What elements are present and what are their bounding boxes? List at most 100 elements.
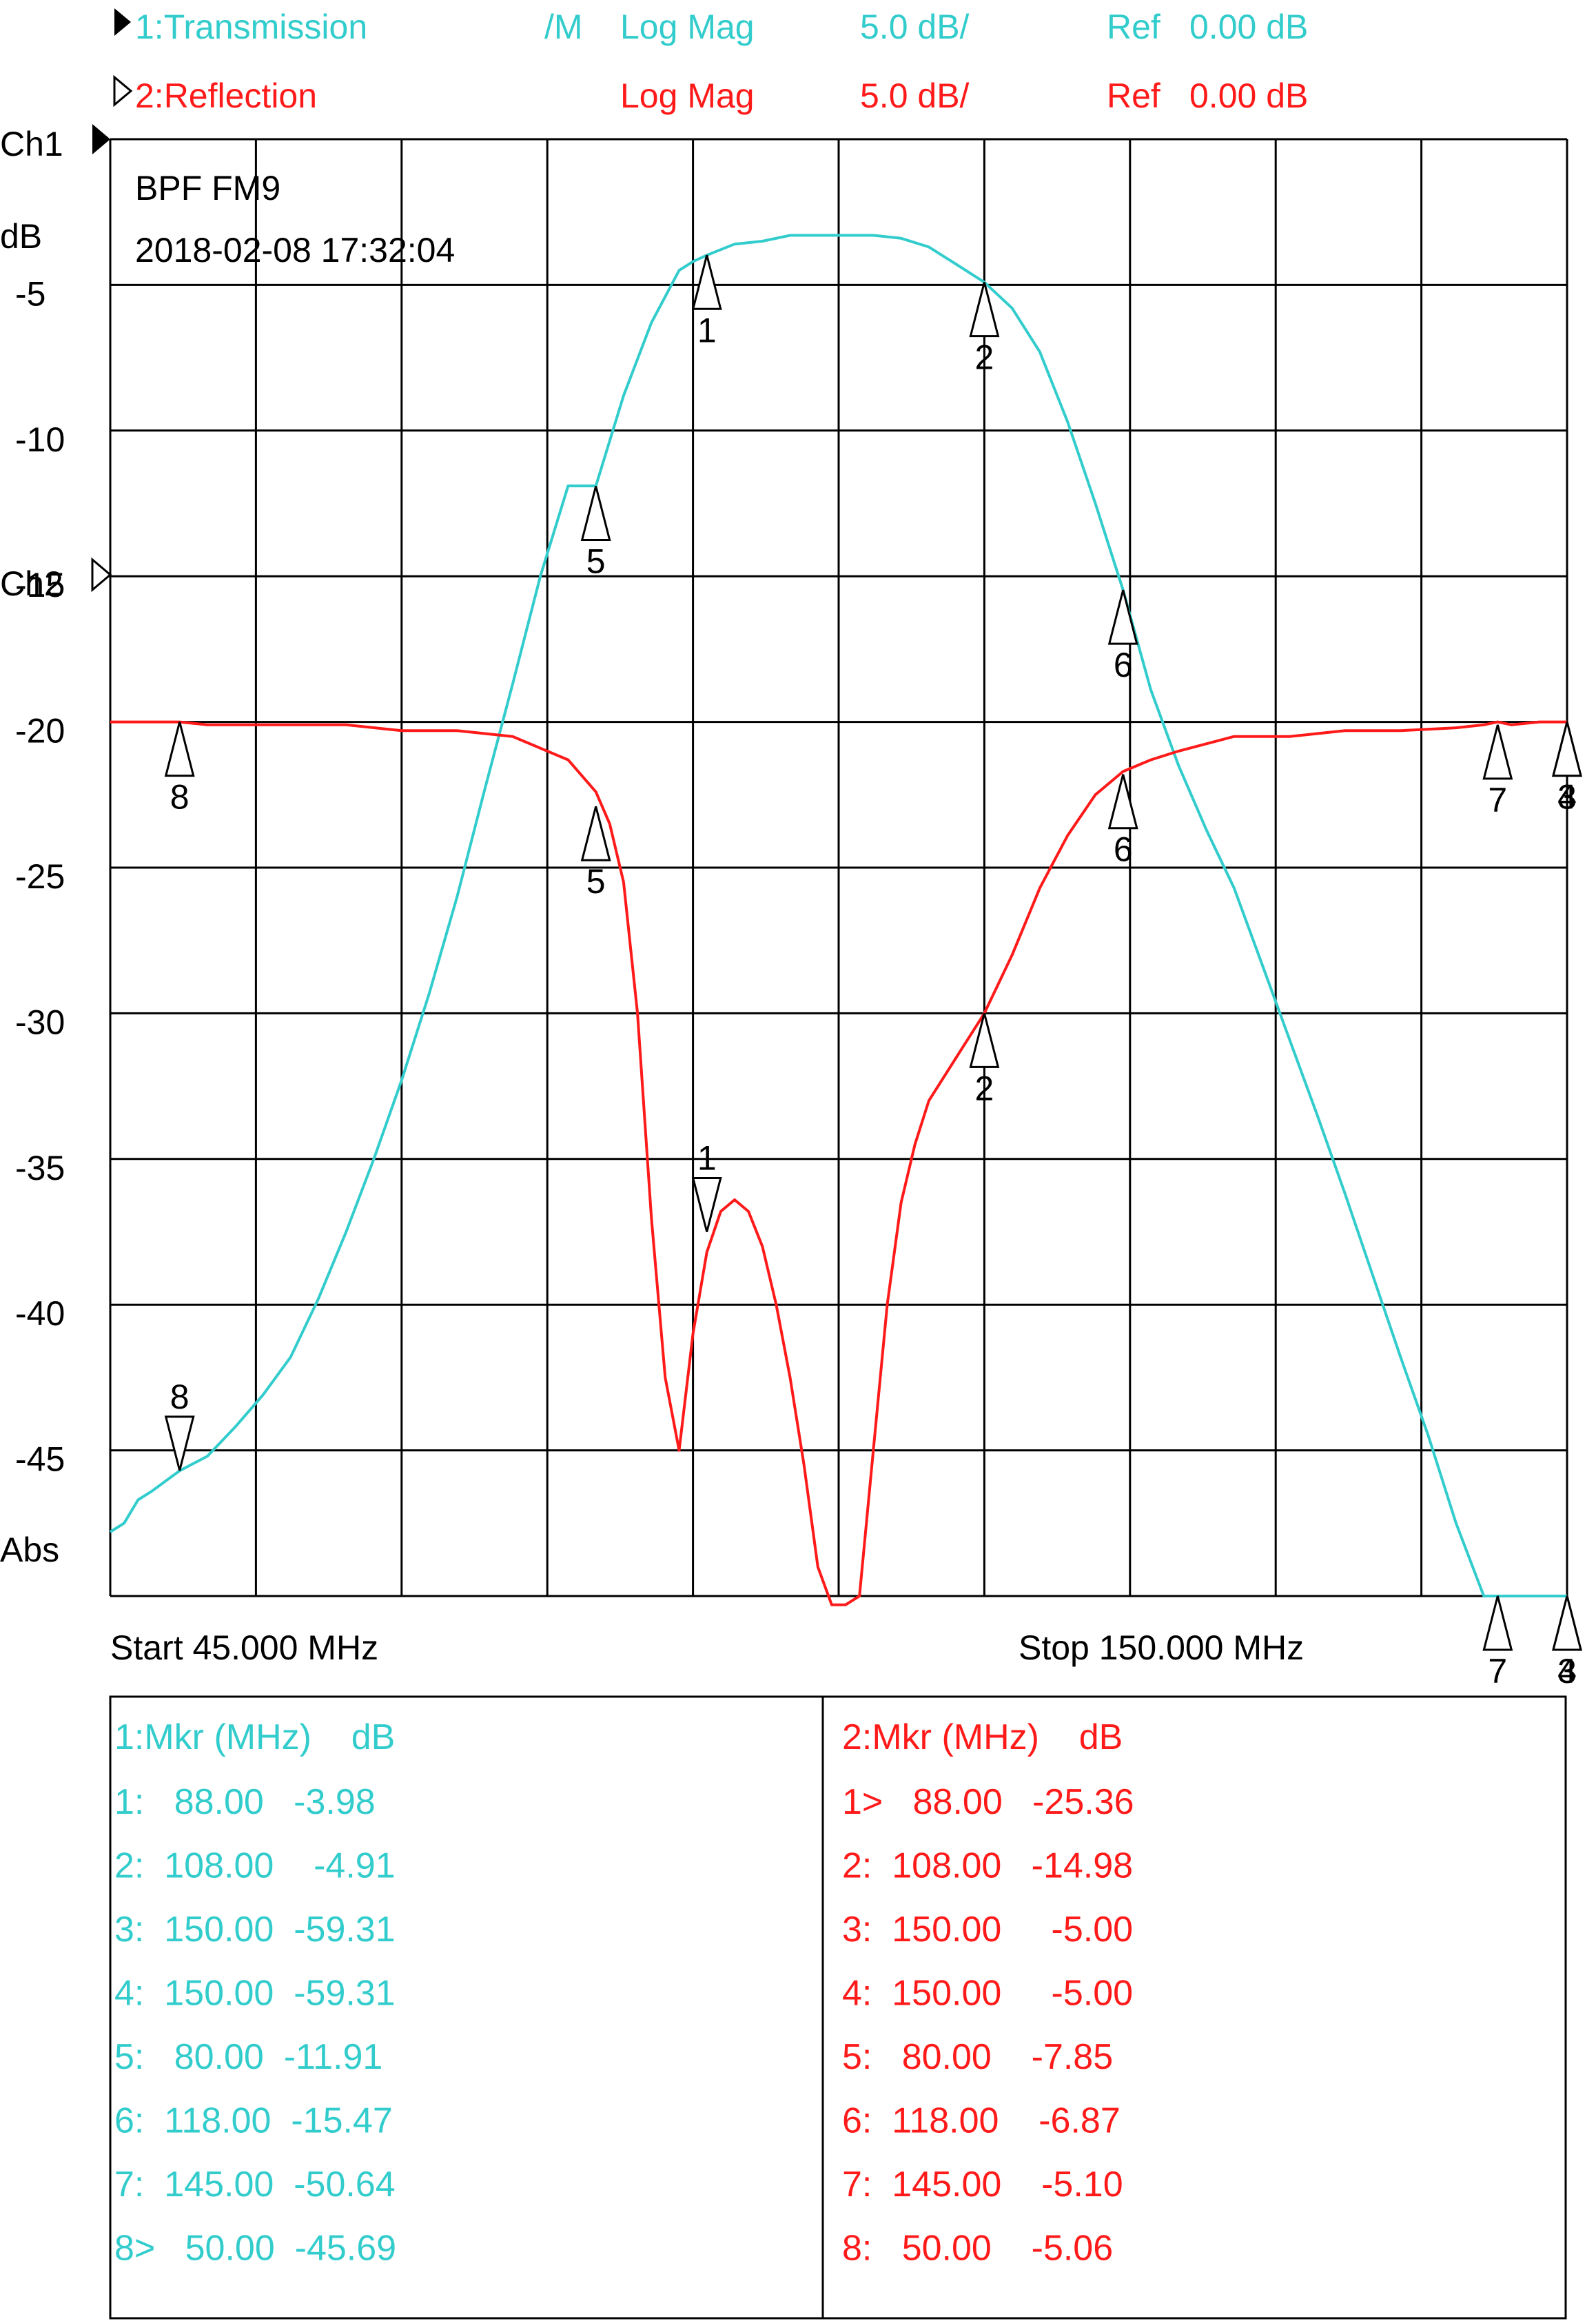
marker-triangle	[164, 1415, 195, 1471]
marker-table: 1:Mkr (MHz) dB 2:Mkr (MHz) dB 1: 88.00 -…	[109, 1695, 1567, 2320]
y-tick-label: -5	[15, 274, 45, 313]
y-tick-label: -40	[15, 1294, 65, 1333]
marker-ch1-7: 7	[1482, 1595, 1513, 1690]
marker-triangle	[969, 282, 1000, 338]
marker-triangle	[691, 1177, 722, 1232]
ch1-table-header: 1:Mkr (MHz) dB	[114, 1717, 395, 1757]
marker-triangle	[580, 486, 611, 542]
ch1-scale: 5.0 dB/	[860, 8, 970, 46]
marker-label: 1	[697, 311, 717, 349]
marker-triangle	[580, 806, 611, 861]
start-frequency: Start 45.000 MHz	[110, 1628, 378, 1667]
ch2-scale: 5.0 dB/	[860, 76, 970, 115]
ch1-table-row: 4: 150.00 -59.31	[114, 1974, 396, 2014]
marker-triangle	[1107, 589, 1138, 645]
marker-ch1-1: 1	[691, 254, 722, 349]
ch1-table-row: 2: 108.00 -4.91	[114, 1846, 396, 1886]
ch2-trace-name: 2:Reflection	[135, 76, 317, 115]
reflection-trace	[110, 720, 1567, 1606]
y-tick-label: -20	[15, 712, 65, 750]
header: 1:Transmission /M Log Mag 5.0 dB/ Ref 0.…	[113, 8, 1308, 115]
marker-label: 2	[974, 338, 994, 377]
marker-label: 6	[1114, 830, 1133, 869]
marker-label: 3	[1557, 1652, 1577, 1690]
stop-frequency: Stop 150.000 MHz	[1019, 1628, 1304, 1667]
ch1-active-indicator	[114, 8, 131, 36]
ch2-table-row: 4: 150.00 -5.00	[842, 1974, 1133, 2014]
marker-label: 7	[1488, 1652, 1507, 1690]
ch1-table-row: 7: 145.00 -50.64	[114, 2165, 396, 2205]
marker-label: 5	[586, 542, 606, 581]
marker-ch2-8: 8	[164, 722, 195, 817]
marker-table-rows: 1: 88.00 -3.98 2: 108.00 -4.91 3: 150.00 -…	[114, 1782, 1134, 2269]
ch2-ref-pointer	[91, 557, 112, 593]
marker-table-frame	[109, 1695, 1567, 2320]
marker-label: 8	[170, 778, 190, 817]
marker-ch1-8: 8	[164, 1378, 195, 1471]
marker-ch1-6: 6	[1107, 589, 1138, 684]
plot-datetime: 2018-02-08 17:32:04	[135, 231, 455, 269]
ch2-inactive-indicator	[113, 74, 133, 108]
ch2-table-row: 3: 150.00 -5.00	[842, 1910, 1133, 1950]
ch2-table-row: 8: 50.00 -5.06	[842, 2229, 1113, 2269]
ch1-label: Ch1	[0, 125, 63, 163]
ch2-table-row: 7: 145.00 -5.10	[842, 2165, 1123, 2205]
marker-triangle	[1482, 724, 1513, 780]
y-tick-label: -30	[15, 1003, 65, 1041]
y-tick-label: -35	[15, 1149, 65, 1187]
ch1-format: Log Mag	[620, 8, 755, 46]
marker-ch2-2: 2	[969, 1013, 1000, 1107]
ch2-table-header: 2:Mkr (MHz) dB	[842, 1717, 1123, 1757]
ch1-table-row: 5: 80.00 -11.91	[114, 2037, 382, 2077]
marker-label: 8	[170, 1378, 190, 1416]
y-tick-label: -10	[15, 420, 65, 459]
ch2-ref-value: 0.00 dB	[1189, 76, 1308, 115]
abs-label: Abs	[0, 1531, 59, 1569]
ch1-trace-name: 1:Transmission	[135, 8, 367, 46]
ch1-ref-pointer	[92, 124, 110, 154]
ch2-ref-label: Ref	[1107, 76, 1160, 115]
ch1-table-row: 1: 88.00 -3.98	[114, 1782, 376, 1822]
marker-triangle	[164, 722, 195, 777]
y-tick-label: -25	[15, 857, 65, 896]
marker-label: 4	[1557, 1652, 1577, 1690]
marker-triangle	[1552, 722, 1582, 777]
traces	[109, 234, 1567, 1606]
ch1-ref-label: Ref	[1107, 8, 1160, 46]
marker-label: 6	[1114, 646, 1133, 684]
ch1-ref-value: 0.00 dB	[1189, 8, 1308, 46]
ch2-label: Ch2	[0, 564, 63, 603]
ch2-table-row: 1> 88.00 -25.36	[842, 1782, 1134, 1822]
ch1-table-row: 6: 118.00 -15.47	[114, 2101, 393, 2141]
grid	[109, 138, 1568, 1597]
marker-triangle	[1552, 1595, 1582, 1651]
marker-triangle	[691, 254, 722, 310]
marker-ch1-4: 4	[1552, 1595, 1582, 1690]
ch1-table-row: 3: 150.00 -59.31	[114, 1910, 396, 1950]
ch1-table-row: 8> 50.00 -45.69	[114, 2229, 396, 2269]
transmission-trace	[109, 234, 1567, 1597]
marker-ch2-4: 4	[1552, 722, 1582, 817]
marker-label: 1	[697, 1139, 717, 1178]
ch2-table-row: 2: 108.00 -14.98	[842, 1846, 1133, 1886]
marker-label: 4	[1557, 778, 1577, 817]
marker-label: 2	[974, 1069, 994, 1107]
ch2-table-row: 5: 80.00 -7.85	[842, 2037, 1113, 2077]
marker-triangle	[1482, 1595, 1513, 1651]
marker-label: 5	[586, 862, 606, 901]
marker-triangle	[969, 1013, 1000, 1068]
ch2-table-row: 6: 118.00 -6.87	[842, 2101, 1121, 2141]
marker-ch1-5: 5	[580, 486, 611, 581]
unit-label: dB	[0, 217, 42, 256]
marker-label: 3	[1557, 778, 1577, 817]
ch1-mode: /M	[544, 8, 583, 46]
y-tick-label: -15	[15, 566, 65, 604]
ch2-format: Log Mag	[620, 76, 755, 115]
marker-ch2-1: 1	[691, 1139, 722, 1232]
marker-triangle	[1107, 774, 1138, 830]
marker-ch2-6: 6	[1107, 774, 1138, 869]
plot-title: BPF FM9	[135, 169, 280, 207]
marker-ch2-7: 7	[1482, 724, 1513, 819]
